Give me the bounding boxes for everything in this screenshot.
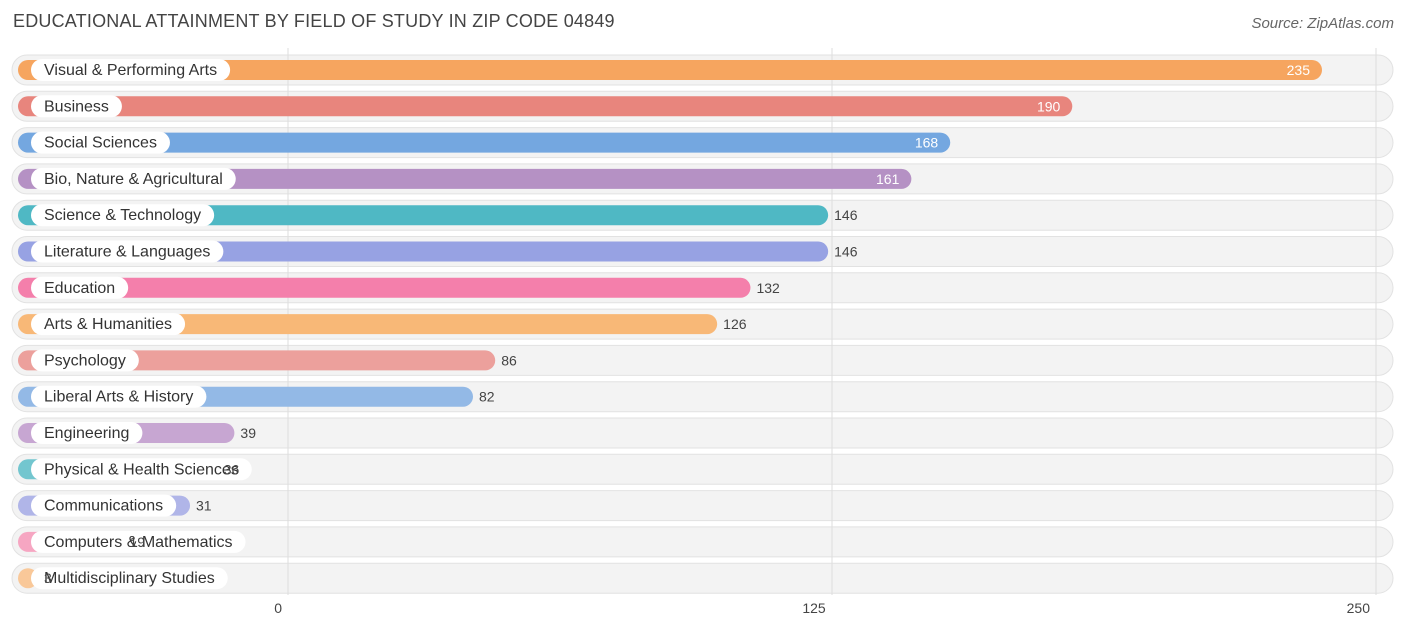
x-tick-label: 125	[802, 600, 826, 616]
category-label-pill	[31, 204, 215, 227]
category-label: Computers & Mathematics	[44, 534, 233, 551]
category-label-pill	[31, 494, 177, 517]
category-label: Business	[44, 98, 109, 115]
category-label: Multidisciplinary Studies	[44, 570, 215, 587]
value-label: 146	[834, 207, 858, 223]
value-label: 190	[1037, 98, 1061, 114]
value-label: 132	[756, 280, 780, 296]
value-label: 86	[501, 352, 517, 368]
value-label: 161	[876, 171, 900, 187]
row-track	[11, 562, 1394, 594]
bar	[18, 205, 829, 226]
category-label-pill	[31, 385, 207, 408]
value-label: 235	[1287, 62, 1311, 78]
chart-title: EDUCATIONAL ATTAINMENT BY FIELD OF STUDY…	[13, 11, 615, 31]
category-label: Arts & Humanities	[44, 316, 172, 333]
category-label-pill	[31, 422, 143, 444]
category-label-pill	[31, 167, 236, 190]
bar	[18, 60, 1322, 80]
category-label: Engineering	[44, 425, 129, 442]
value-label: 39	[240, 425, 256, 441]
value-label: 31	[196, 498, 212, 514]
value-label: 36	[224, 461, 240, 477]
category-label: Liberal Arts & History	[44, 389, 193, 406]
category-label: Bio, Nature & Agricultural	[44, 171, 223, 188]
bar	[18, 314, 718, 335]
value-label: 3	[44, 570, 52, 586]
row-track	[11, 490, 1394, 522]
category-label-pill	[31, 240, 224, 263]
category-label-pill	[31, 59, 231, 81]
category-label-pill	[31, 131, 170, 154]
category-label-pill	[31, 349, 139, 372]
value-label: 82	[479, 389, 495, 405]
value-label: 146	[834, 244, 858, 260]
bar	[18, 132, 951, 153]
category-label-pill	[31, 458, 252, 481]
category-label: Science & Technology	[44, 207, 201, 224]
category-label-pill	[31, 530, 246, 553]
chart-source: Source: ZipAtlas.com	[1251, 15, 1394, 32]
row-track	[11, 417, 1394, 449]
category-label: Visual & Performing Arts	[44, 62, 217, 79]
value-label: 168	[915, 135, 939, 151]
bar	[18, 96, 1073, 117]
category-label-pill	[31, 313, 186, 336]
row-track	[11, 453, 1394, 485]
category-label: Communications	[44, 498, 163, 515]
category-label-pill	[31, 276, 129, 299]
bar	[18, 277, 751, 298]
category-label: Literature & Languages	[44, 244, 210, 261]
category-label: Physical & Health Sciences	[44, 461, 239, 478]
row-track	[11, 526, 1394, 558]
category-label-pill	[31, 567, 228, 590]
category-label: Social Sciences	[44, 135, 157, 152]
category-label: Education	[44, 280, 115, 297]
x-tick-label: 0	[274, 600, 282, 616]
category-label: Psychology	[44, 352, 126, 369]
x-tick-label: 250	[1347, 600, 1371, 616]
bar	[18, 168, 912, 189]
value-label: 19	[129, 534, 145, 550]
value-label: 126	[723, 316, 747, 332]
category-label-pill	[31, 95, 122, 118]
